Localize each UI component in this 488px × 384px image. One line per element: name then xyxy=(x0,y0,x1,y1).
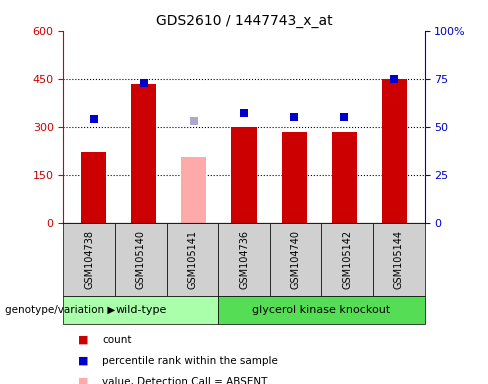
Text: genotype/variation ▶: genotype/variation ▶ xyxy=(5,305,115,315)
Bar xyxy=(131,84,156,223)
Bar xyxy=(332,132,357,223)
Text: GSM105141: GSM105141 xyxy=(187,230,198,289)
Text: GSM104736: GSM104736 xyxy=(239,230,249,289)
Text: GSM105140: GSM105140 xyxy=(136,230,146,289)
Title: GDS2610 / 1447743_x_at: GDS2610 / 1447743_x_at xyxy=(156,14,332,28)
Text: ■: ■ xyxy=(78,335,89,345)
Text: ■: ■ xyxy=(78,377,89,384)
Bar xyxy=(182,157,206,223)
Bar xyxy=(231,127,257,223)
Text: GSM105144: GSM105144 xyxy=(394,230,404,289)
Text: GSM105142: GSM105142 xyxy=(342,230,352,289)
Text: percentile rank within the sample: percentile rank within the sample xyxy=(102,356,278,366)
Text: wild-type: wild-type xyxy=(115,305,166,315)
Bar xyxy=(282,131,306,223)
Text: GSM104740: GSM104740 xyxy=(290,230,301,289)
Text: value, Detection Call = ABSENT: value, Detection Call = ABSENT xyxy=(102,377,268,384)
Text: GSM104738: GSM104738 xyxy=(84,230,94,289)
Text: ■: ■ xyxy=(78,356,89,366)
Text: count: count xyxy=(102,335,132,345)
Bar xyxy=(382,79,407,223)
Bar xyxy=(81,152,106,223)
Text: glycerol kinase knockout: glycerol kinase knockout xyxy=(252,305,390,315)
